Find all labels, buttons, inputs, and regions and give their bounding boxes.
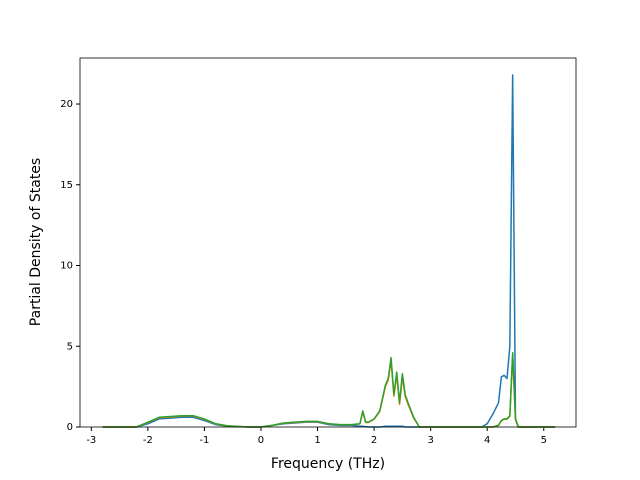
line-series bbox=[102, 351, 556, 428]
y-tick-label: 0 bbox=[67, 422, 73, 433]
y-tick-label: 15 bbox=[60, 180, 73, 191]
x-tick-label: -3 bbox=[86, 435, 96, 446]
plot-frame bbox=[79, 57, 577, 428]
line-series bbox=[102, 74, 556, 428]
x-tick-label: 4 bbox=[484, 435, 490, 446]
x-axis-label: Frequency (THz) bbox=[271, 456, 385, 472]
y-tick-label: 20 bbox=[60, 99, 73, 110]
y-axis-label: Partial Density of States bbox=[28, 158, 44, 326]
x-tick-label: 1 bbox=[314, 435, 320, 446]
x-tick-label: 2 bbox=[371, 435, 377, 446]
x-tick-label: -2 bbox=[143, 435, 153, 446]
y-tick-label: 10 bbox=[60, 261, 73, 272]
x-tick-label: 5 bbox=[541, 435, 547, 446]
x-tick-label: -1 bbox=[199, 435, 209, 446]
x-tick-label: 0 bbox=[258, 435, 264, 446]
y-tick-label: 5 bbox=[67, 341, 73, 352]
x-tick-label: 3 bbox=[427, 435, 433, 446]
